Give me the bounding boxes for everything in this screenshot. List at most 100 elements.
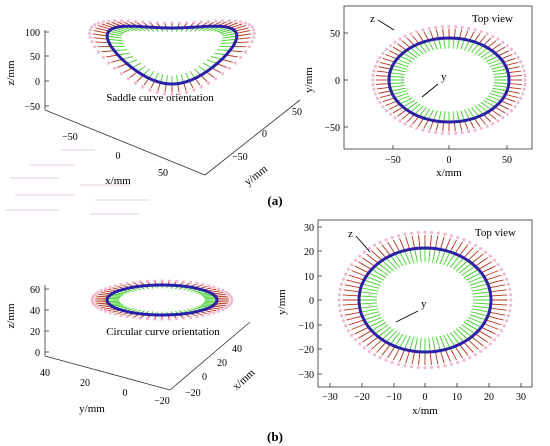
y-arrow — [446, 253, 456, 267]
z-arrow — [381, 344, 391, 356]
halo-dot — [409, 32, 413, 36]
z-arrow — [342, 294, 360, 297]
y-arrow — [489, 92, 504, 99]
halo-dot — [523, 73, 527, 77]
panel-b-top-title: Top view — [475, 227, 516, 239]
y-arrow — [362, 311, 380, 317]
y-arrow — [428, 40, 435, 51]
y-arrow — [493, 72, 509, 75]
halo-dot — [207, 284, 211, 288]
z-arrow — [234, 27, 249, 32]
z-arrow — [392, 46, 404, 54]
z-arrow — [216, 63, 228, 69]
y-arrow — [203, 296, 216, 299]
halo-dot — [505, 44, 509, 48]
panel-b-z-tick: 60 — [30, 285, 40, 296]
y-arrow — [419, 337, 422, 352]
halo-dot — [220, 72, 225, 76]
y-arrow — [489, 61, 504, 68]
panel-a-x-tick: −50 — [62, 132, 78, 143]
z-arrow — [485, 274, 502, 281]
halo-dot — [488, 254, 492, 258]
halo-dot — [216, 309, 221, 313]
y-arrow — [392, 90, 407, 95]
z-arrow — [358, 261, 372, 270]
y-arrow — [381, 328, 395, 340]
halo-dot — [252, 35, 256, 39]
y-arrow — [222, 38, 237, 42]
panel-a-y-tick: 50 — [292, 107, 302, 118]
halo-dot — [519, 60, 523, 64]
y-arrow — [443, 111, 446, 122]
y-arrow — [363, 279, 381, 286]
halo-dot — [516, 100, 520, 105]
z-arrow — [439, 350, 445, 364]
halo-dot — [492, 338, 497, 342]
y-arrow — [389, 85, 405, 88]
halo-dot — [521, 92, 525, 96]
z-arrow — [483, 37, 492, 46]
halo-dot — [247, 45, 251, 49]
z-arrow — [429, 30, 434, 40]
panel-b-y-tick: −20 — [185, 388, 201, 399]
z-arrow — [234, 41, 249, 44]
panel-b-annotation: Circular curve orientation — [106, 326, 220, 338]
halo-dot — [460, 130, 464, 135]
y-arrow — [381, 260, 395, 272]
halo-dot — [389, 112, 393, 116]
y-arrow — [371, 321, 387, 331]
y-arrow — [483, 99, 496, 108]
halo-dot — [491, 122, 495, 126]
y-arrow — [414, 45, 424, 55]
halo-dot — [167, 317, 171, 321]
panel-b-top-x-tick: 10 — [452, 392, 462, 403]
y-arrow — [473, 295, 491, 298]
panel-b-x-axis-label: x/mm — [230, 366, 257, 392]
halo-dot — [449, 362, 454, 366]
halo-dot — [188, 280, 193, 285]
z-arrow — [376, 83, 390, 85]
z-arrow — [454, 346, 463, 359]
halo-dot — [99, 288, 104, 293]
y-arrow — [418, 106, 427, 117]
halo-dot — [90, 25, 94, 29]
y-arrow — [471, 308, 490, 313]
halo-dot — [141, 85, 145, 89]
y-arrow — [493, 75, 509, 78]
halo-dot — [375, 60, 379, 64]
z-arrow — [471, 336, 484, 347]
halo-dot — [207, 312, 211, 316]
y-arrow — [423, 108, 431, 119]
y-arrow — [449, 255, 460, 268]
halo-dot — [468, 240, 472, 244]
z-arrow — [396, 109, 407, 117]
z-arrow — [478, 330, 492, 339]
halo-dot — [372, 69, 376, 73]
y-arrow — [360, 308, 379, 313]
y-arrow — [471, 106, 480, 117]
y-arrow — [471, 43, 480, 54]
z-arrow — [458, 121, 463, 131]
y-arrow — [463, 40, 470, 51]
y-arrow — [359, 305, 378, 309]
halo-dot — [492, 258, 497, 262]
z-arrow — [508, 75, 522, 77]
y-arrow — [410, 47, 421, 57]
y-arrow — [111, 28, 125, 34]
y-arrow — [439, 250, 446, 265]
panel-b-top-z-pointer — [355, 235, 371, 253]
z-arrow — [232, 25, 247, 30]
panel-b-top-y-label: y — [421, 298, 427, 310]
y-arrow — [131, 62, 142, 69]
z-arrow — [503, 97, 516, 103]
halo-dot — [421, 28, 425, 32]
halo-dot — [339, 314, 344, 318]
halo-dot — [508, 303, 513, 307]
panel-b-top-x-tick: 0 — [423, 392, 428, 403]
halo-dot — [344, 272, 348, 276]
z-arrow — [225, 54, 239, 58]
z-arrow — [411, 351, 416, 365]
y-arrow — [465, 272, 482, 281]
y-arrow — [470, 311, 488, 317]
